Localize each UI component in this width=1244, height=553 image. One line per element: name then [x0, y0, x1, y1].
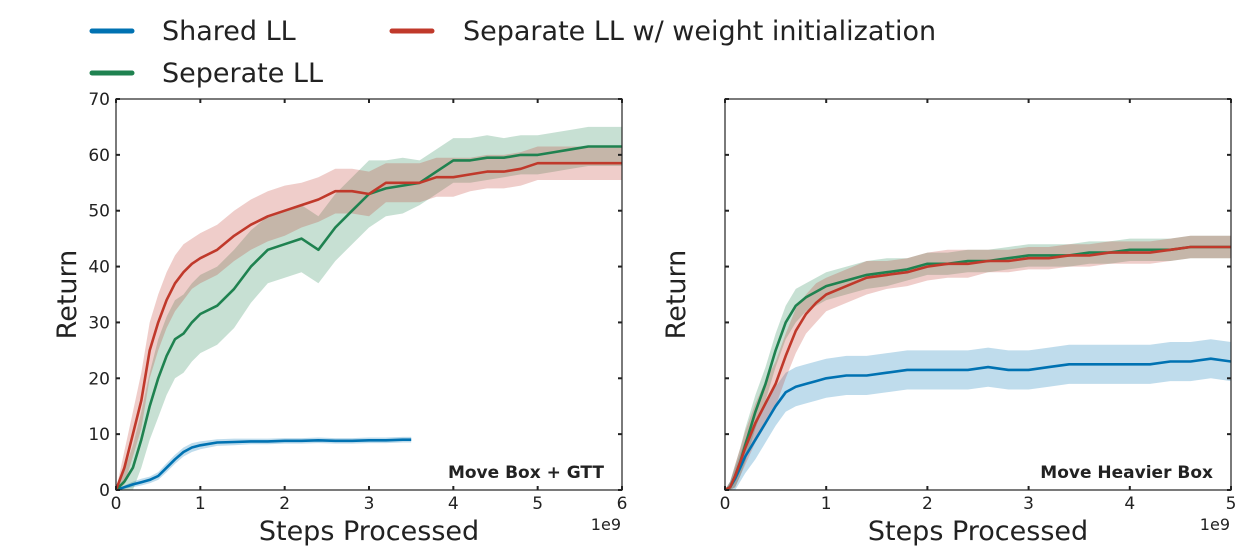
x-tick-label: 0	[111, 494, 122, 514]
x-tick-label: 2	[922, 494, 933, 514]
series-line	[725, 245, 1231, 490]
y-tick-label: 40	[88, 258, 110, 278]
x-tick-label: 6	[617, 494, 628, 514]
legend: Shared LL Seperate LL Separate LL w/ weigh…	[89, 16, 936, 89]
x-axis-label: Steps Processed	[868, 516, 1088, 547]
panel-annotation: Move Heavier Box	[1040, 463, 1213, 483]
series-band	[116, 436, 412, 490]
series-line	[116, 438, 412, 490]
plot-area	[116, 126, 622, 490]
series-band	[116, 146, 622, 490]
series-line	[116, 145, 622, 490]
y-axis-label: Return	[52, 250, 83, 340]
y-tick-label: 0	[99, 481, 110, 501]
series-band	[725, 235, 1231, 490]
y-tick-label: 60	[88, 146, 110, 166]
panel-annotation: Move Box + GTT	[448, 463, 604, 483]
x-tick-label: 2	[279, 494, 290, 514]
series-line	[116, 161, 622, 490]
plot-area	[725, 235, 1231, 490]
x-tick-label: 5	[532, 494, 543, 514]
x-axis-label: Steps Processed	[259, 516, 479, 547]
legend-item: Separate LL w/ weight initialization	[389, 16, 936, 47]
y-tick-label: 30	[88, 313, 110, 333]
x-tick-label: 0	[720, 494, 731, 514]
legend-item: Seperate LL	[89, 58, 323, 89]
x-tick-label: 4	[448, 494, 459, 514]
y-axis-label: Return	[661, 250, 692, 340]
legend-label: Seperate LL	[162, 58, 323, 89]
y-tick-label: 70	[88, 90, 110, 110]
y-tick-label: 50	[88, 202, 110, 222]
legend-label: Separate LL w/ weight initialization	[463, 16, 936, 47]
x-tick-label: 4	[1124, 494, 1135, 514]
plot-frame	[724, 98, 1232, 491]
x-tick-label: 5	[1226, 494, 1237, 514]
x-tick-label: 1	[195, 494, 206, 514]
y-tick-label: 10	[88, 425, 110, 445]
series-line	[725, 357, 1231, 490]
x-tick-label: 1	[821, 494, 832, 514]
x-exponent-label: 1e9	[1200, 515, 1230, 534]
x-tick-label: 3	[364, 494, 375, 514]
x-tick-label: 3	[1023, 494, 1034, 514]
x-exponent-label: 1e9	[591, 515, 621, 534]
series-band	[725, 339, 1231, 490]
y-tick-label: 20	[88, 369, 110, 389]
chart-move-heavier-box: 0 1 2 3 4 5 Steps Processed Return 1e9 Move Heavi…	[661, 98, 1237, 547]
legend-label: Shared LL	[162, 16, 296, 47]
series-line	[725, 245, 1231, 490]
legend-item: Shared LL	[89, 16, 296, 47]
